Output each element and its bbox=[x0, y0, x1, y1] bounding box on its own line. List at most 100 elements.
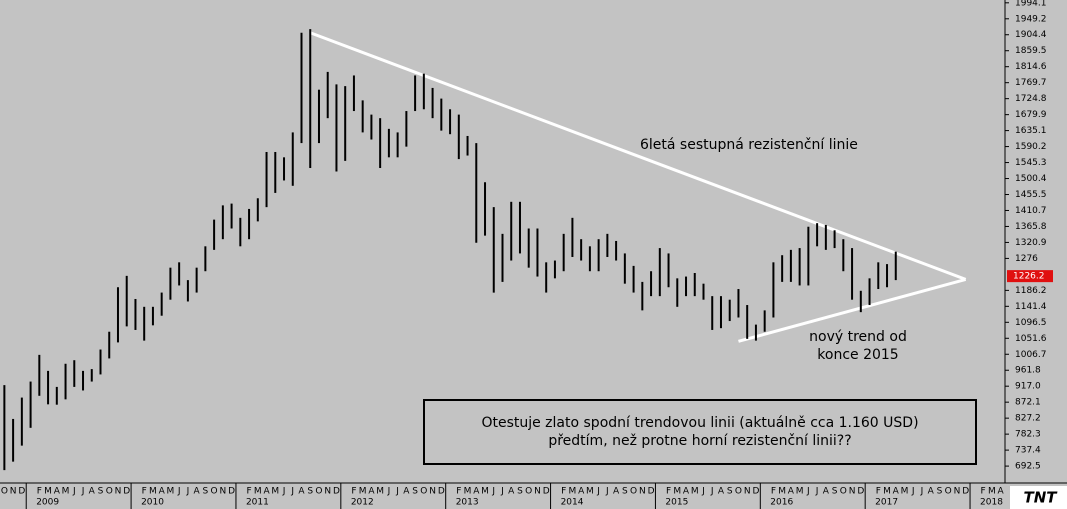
month-label: J bbox=[395, 487, 399, 497]
month-label: D bbox=[962, 487, 969, 497]
y-tick-label: 827.2 bbox=[1015, 414, 1041, 424]
month-label: J bbox=[815, 487, 819, 497]
y-tick-label: 1545.3 bbox=[1015, 158, 1047, 168]
month-label: D bbox=[333, 487, 340, 497]
y-tick-label: 1859.5 bbox=[1015, 46, 1047, 56]
month-label: S bbox=[203, 487, 209, 497]
month-label: D bbox=[752, 487, 759, 497]
note-text: Otestuje zlato spodní trendovou linii (a… bbox=[481, 415, 918, 431]
month-label: F bbox=[37, 487, 42, 497]
month-label: O bbox=[945, 487, 952, 497]
y-tick-label: 782.3 bbox=[1015, 430, 1041, 440]
y-tick-label: 1904.4 bbox=[1015, 30, 1047, 40]
month-label: A bbox=[578, 487, 585, 497]
month-label: F bbox=[456, 487, 461, 497]
year-label: 2017 bbox=[875, 498, 898, 508]
month-label: M bbox=[883, 487, 891, 497]
month-label: S bbox=[412, 487, 418, 497]
month-label: M bbox=[691, 487, 699, 497]
month-label: O bbox=[315, 487, 322, 497]
month-label: N bbox=[849, 487, 856, 497]
month-label: O bbox=[840, 487, 847, 497]
last-price-label: 1226.2 bbox=[1013, 272, 1045, 282]
month-label: M bbox=[149, 487, 157, 497]
year-label: 2018 bbox=[980, 498, 1003, 508]
month-label: S bbox=[622, 487, 628, 497]
month-label: O bbox=[525, 487, 532, 497]
month-label: M bbox=[569, 487, 577, 497]
y-tick-label: 917.0 bbox=[1015, 382, 1041, 392]
y-tick-label: 1006.7 bbox=[1015, 350, 1047, 360]
y-tick-label: 1635.1 bbox=[1015, 126, 1047, 136]
month-label: S bbox=[98, 487, 104, 497]
month-label: A bbox=[89, 487, 96, 497]
y-tick-label: 1186.2 bbox=[1015, 286, 1047, 296]
month-label: J bbox=[186, 487, 190, 497]
month-label: D bbox=[123, 487, 130, 497]
year-label: 2013 bbox=[456, 498, 479, 508]
month-label: A bbox=[998, 487, 1005, 497]
month-label: M bbox=[673, 487, 681, 497]
month-label: N bbox=[639, 487, 646, 497]
year-label: 2015 bbox=[665, 498, 688, 508]
annotation: 6letá sestupná rezistenční linie bbox=[640, 137, 858, 153]
y-tick-label: 1096.5 bbox=[1015, 318, 1047, 328]
month-label: A bbox=[508, 487, 515, 497]
month-label: A bbox=[928, 487, 935, 497]
note-box bbox=[423, 399, 977, 465]
month-label: F bbox=[142, 487, 147, 497]
month-label: F bbox=[246, 487, 251, 497]
year-label: 2011 bbox=[246, 498, 269, 508]
month-label: J bbox=[282, 487, 286, 497]
month-label: A bbox=[54, 487, 61, 497]
month-label: J bbox=[387, 487, 391, 497]
month-label: S bbox=[832, 487, 838, 497]
month-label: N bbox=[219, 487, 226, 497]
month-label: O bbox=[1, 487, 8, 497]
month-label: A bbox=[263, 487, 270, 497]
month-label: M bbox=[62, 487, 70, 497]
month-label: J bbox=[72, 487, 76, 497]
month-label: A bbox=[298, 487, 305, 497]
month-label: M bbox=[167, 487, 175, 497]
trendline bbox=[309, 31, 967, 281]
y-tick-label: 1769.7 bbox=[1015, 78, 1047, 88]
y-tick-label: 1814.6 bbox=[1015, 62, 1047, 72]
month-label: D bbox=[543, 487, 550, 497]
month-label: A bbox=[473, 487, 480, 497]
month-label: N bbox=[429, 487, 436, 497]
y-tick-label: 1141.4 bbox=[1015, 302, 1047, 312]
y-tick-label: 961.8 bbox=[1015, 366, 1041, 376]
year-label: 2009 bbox=[36, 498, 59, 508]
month-label: M bbox=[586, 487, 594, 497]
y-tick-label: 1455.5 bbox=[1015, 190, 1047, 200]
month-label: A bbox=[893, 487, 900, 497]
month-label: D bbox=[18, 487, 25, 497]
y-tick-label: 1590.2 bbox=[1015, 142, 1047, 152]
month-label: S bbox=[307, 487, 313, 497]
month-label: N bbox=[324, 487, 331, 497]
month-label: F bbox=[561, 487, 566, 497]
month-label: N bbox=[115, 487, 122, 497]
month-label: N bbox=[744, 487, 751, 497]
month-label: J bbox=[177, 487, 181, 497]
month-label: A bbox=[159, 487, 166, 497]
year-label: 2014 bbox=[561, 498, 584, 508]
y-tick-label: 1500.4 bbox=[1015, 174, 1047, 184]
y-tick-label: 1051.6 bbox=[1015, 334, 1047, 344]
month-label: D bbox=[857, 487, 864, 497]
year-label: 2010 bbox=[141, 498, 164, 508]
month-label: A bbox=[788, 487, 795, 497]
year-label: 2016 bbox=[770, 498, 793, 508]
y-tick-label: 872.1 bbox=[1015, 398, 1041, 408]
month-label: J bbox=[500, 487, 504, 497]
month-label: A bbox=[194, 487, 201, 497]
month-label: S bbox=[727, 487, 733, 497]
trendline bbox=[738, 277, 967, 343]
annotation: nový trend od bbox=[809, 329, 907, 345]
y-tick-label: 1679.9 bbox=[1015, 110, 1047, 120]
y-tick-label: 1994.1 bbox=[1015, 0, 1047, 8]
last-price-box bbox=[1007, 270, 1053, 283]
month-label: J bbox=[701, 487, 705, 497]
y-tick-label: 737.4 bbox=[1015, 446, 1041, 456]
